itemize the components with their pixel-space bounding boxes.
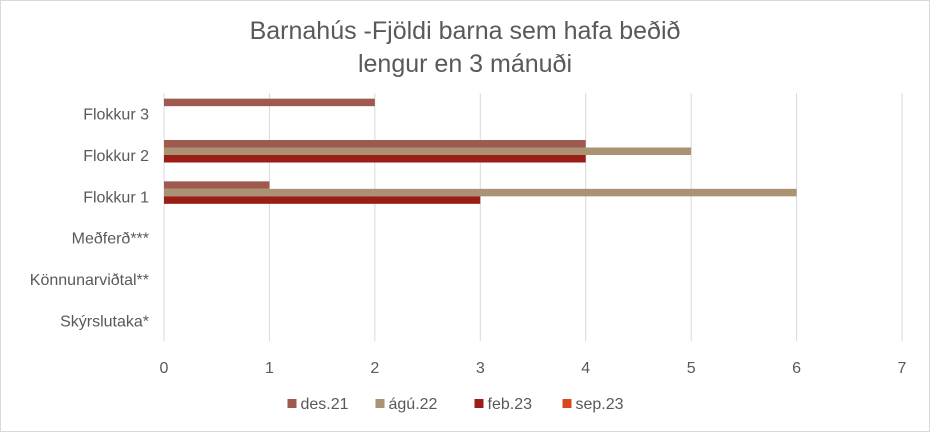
legend-label: des.21: [301, 396, 349, 413]
x-tick-label: 0: [160, 360, 169, 377]
x-tick-label: 6: [792, 360, 801, 377]
bar-des-21: [164, 98, 375, 107]
chart-title-line-2: lengur en 3 mánuði: [357, 50, 573, 78]
category-label: Könnunarviðtal**: [30, 272, 149, 289]
category-label: Flokkur 3: [83, 107, 149, 124]
bar-feb-23: [164, 196, 481, 204]
legend-swatch: [375, 399, 385, 408]
legend-swatch: [474, 399, 484, 408]
x-tick-label: 2: [370, 360, 379, 377]
category-label: Meðferð***: [72, 231, 149, 248]
category-labels: Skýrslutaka* Könnunarviðtal** Meðferð*** Fl…: [30, 107, 149, 331]
x-tick-labels: 0 1 2 3 4 5 6 7: [160, 360, 907, 377]
x-tick-label: 4: [581, 360, 590, 377]
x-tick-label: 7: [898, 360, 907, 377]
bar-ágú-22: [164, 188, 797, 197]
chart-title: Barnahús -Fjöldi barna sem hafa beðið le…: [1, 15, 929, 81]
grid-lines: [163, 93, 903, 341]
legend-swatch: [287, 399, 297, 408]
chart-title-line-1: Barnahús -Fjöldi barna sem hafa beðið: [249, 17, 681, 45]
bar-feb-23: [164, 155, 586, 163]
bar-des-21: [164, 181, 270, 189]
x-tick-label: 3: [476, 360, 485, 377]
legend-label: feb.23: [488, 396, 533, 413]
bars: [164, 98, 797, 204]
legend-swatch: [562, 399, 572, 408]
category-label: Skýrslutaka*: [60, 313, 149, 330]
category-label: Flokkur 1: [83, 189, 149, 206]
x-tick-label: 1: [265, 360, 274, 377]
bar-ágú-22: [164, 147, 692, 155]
legend: des.21 ágú.22 feb.23 sep.23: [287, 396, 624, 413]
bar-des-21: [164, 140, 586, 148]
legend-label: sep.23: [576, 396, 624, 413]
category-label: Flokkur 2: [83, 148, 149, 165]
legend-label: ágú.22: [389, 396, 438, 413]
x-tick-label: 5: [687, 360, 696, 377]
